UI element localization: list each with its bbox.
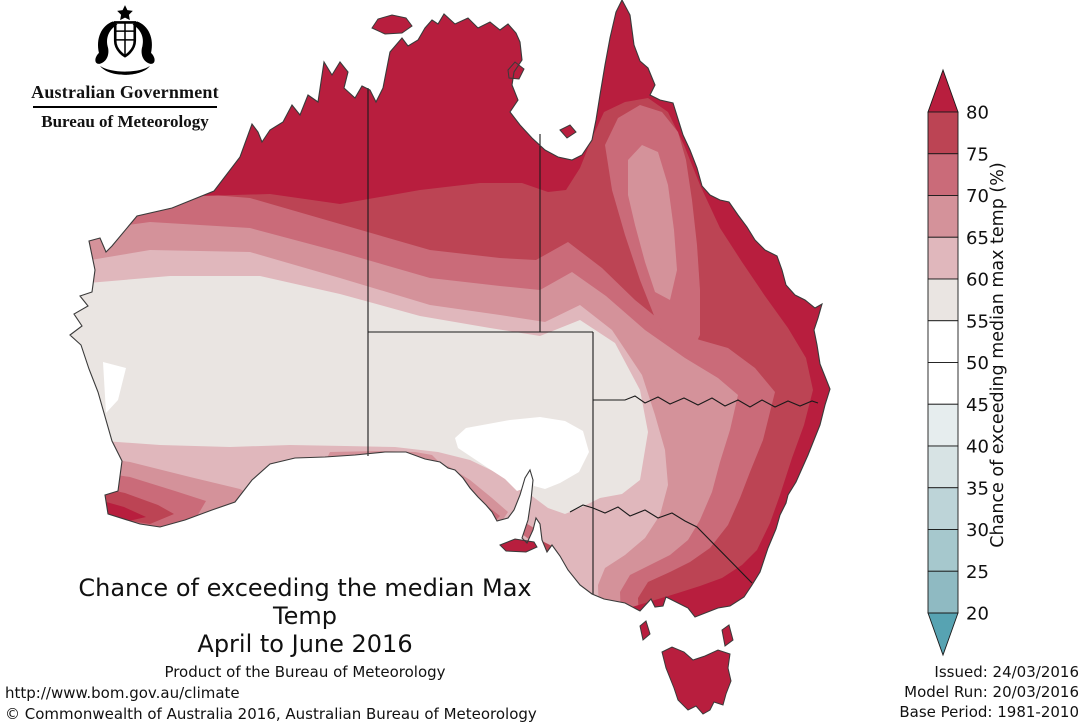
logo-bureau-title: Bureau of Meteorology bbox=[41, 112, 209, 131]
bom-logo-block: Australian Government Bureau of Meteorol… bbox=[25, 4, 225, 132]
legend-cell bbox=[927, 570, 959, 614]
footer-left-block: http://www.bom.gov.au/climate © Commonwe… bbox=[5, 683, 537, 725]
map-title-block: Chance of exceeding the median Max Temp … bbox=[55, 574, 555, 683]
legend-tick-label: 45 bbox=[966, 395, 989, 416]
logo-divider bbox=[33, 106, 217, 108]
issue-info-block: Issued: 24/03/2016 Model Run: 20/03/2016… bbox=[899, 662, 1079, 722]
legend-tick-label: 80 bbox=[966, 103, 989, 124]
legend-tick-label: 70 bbox=[966, 186, 989, 207]
island-mornington bbox=[559, 124, 577, 139]
legend-tick-label: 30 bbox=[966, 520, 989, 541]
island-king bbox=[639, 620, 651, 641]
legend-tick-label: 55 bbox=[966, 311, 989, 332]
island-tasmania bbox=[661, 646, 732, 715]
legend-cell bbox=[927, 445, 959, 489]
footer-copyright: © Commonwealth of Australia 2016, Austra… bbox=[5, 705, 537, 723]
island-flinders bbox=[721, 624, 734, 647]
legend-tick-label: 40 bbox=[966, 437, 989, 458]
legend-cell bbox=[927, 195, 959, 238]
model-run-date: Model Run: 20/03/2016 bbox=[904, 683, 1079, 701]
island-melville bbox=[371, 14, 413, 35]
island-groote bbox=[507, 61, 525, 80]
band-65-70-qld-pocket bbox=[628, 145, 677, 300]
legend-colorbar: 80 75 70 65 60 55 50 45 40 35 30 25 20 bbox=[927, 68, 989, 657]
legend-cell bbox=[927, 529, 959, 572]
legend-tick-label: 20 bbox=[966, 604, 989, 625]
legend-cell bbox=[927, 236, 959, 280]
band-65-70-bight-strip bbox=[326, 451, 442, 475]
issued-date: Issued: 24/03/2016 bbox=[934, 663, 1079, 681]
base-period: Base Period: 1981-2010 bbox=[899, 703, 1079, 721]
map-product-line: Product of the Bureau of Meteorology bbox=[164, 663, 446, 681]
coat-of-arms-icon bbox=[95, 5, 155, 75]
legend-tick-label: 35 bbox=[966, 478, 989, 499]
coastline bbox=[69, 0, 831, 618]
border-nsw-vic-murray bbox=[569, 504, 753, 584]
legend-cell bbox=[927, 362, 959, 405]
map-title: Chance of exceeding the median Max Temp bbox=[78, 574, 532, 630]
footer-url: http://www.bom.gov.au/climate bbox=[5, 684, 240, 702]
legend-cell bbox=[927, 278, 959, 322]
legend-cell bbox=[927, 111, 959, 155]
legend-cell bbox=[927, 403, 959, 447]
border-qld-nsw bbox=[593, 395, 819, 408]
islands bbox=[371, 14, 734, 715]
legend-arrow-below-20 bbox=[927, 612, 959, 657]
band-50-55-sa-pocket bbox=[455, 417, 589, 491]
legend-tick-label: 65 bbox=[966, 228, 989, 249]
legend-cell bbox=[927, 153, 959, 196]
legend-arrow-above-80 bbox=[927, 68, 959, 113]
band-gt80-eyre-tip bbox=[480, 512, 494, 525]
legend-tick-label: 50 bbox=[966, 353, 989, 374]
legend-cell bbox=[927, 320, 959, 363]
legend-cell bbox=[927, 487, 959, 530]
legend-tick-label: 60 bbox=[966, 270, 989, 291]
state-borders bbox=[367, 88, 819, 594]
logo-gov-title: Australian Government bbox=[31, 82, 219, 102]
band-50-55-west-pocket bbox=[103, 362, 126, 413]
island-kangaroo bbox=[499, 538, 538, 553]
legend-tick-label: 25 bbox=[966, 562, 989, 583]
map-subtitle-period: April to June 2016 bbox=[197, 630, 413, 658]
legend-tick-label: 75 bbox=[966, 144, 989, 165]
legend-axis-label: Chance of exceeding median max temp (%) bbox=[988, 162, 1008, 547]
